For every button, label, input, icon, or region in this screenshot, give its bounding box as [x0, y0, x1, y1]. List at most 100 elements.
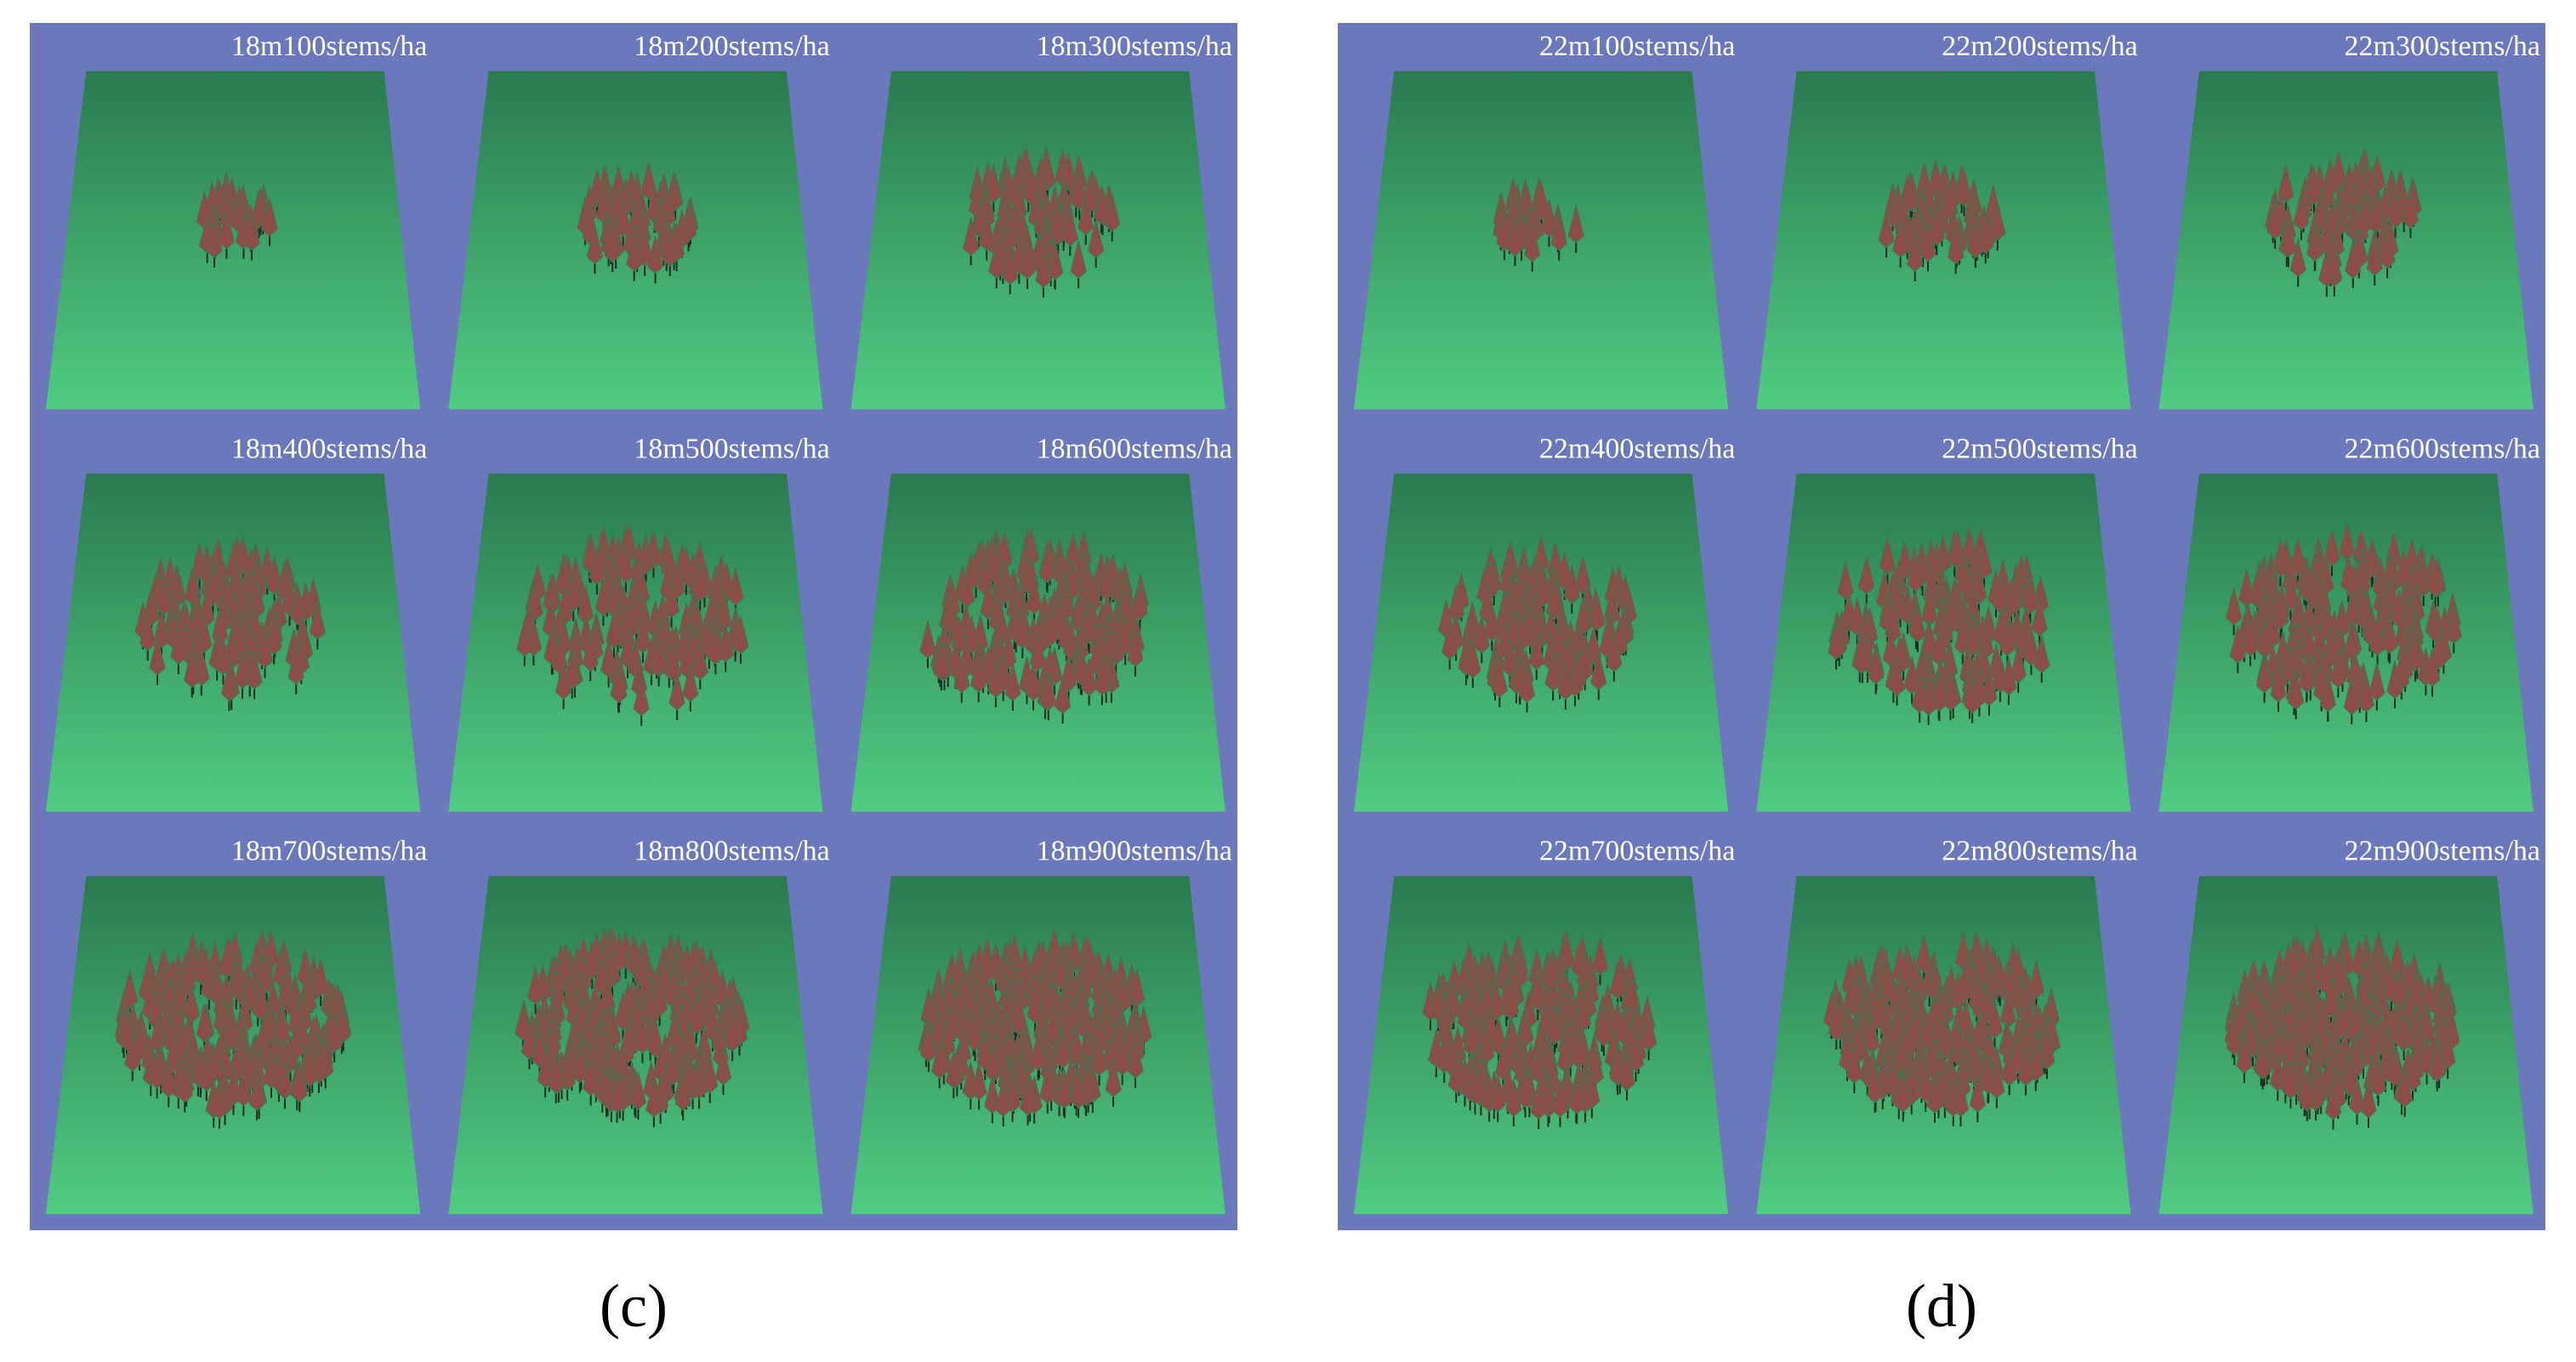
- tree-crown: [204, 568, 221, 606]
- tree-crown: [526, 966, 544, 1005]
- tree-crown: [183, 985, 201, 1024]
- tree-crown: [1127, 1040, 1144, 1079]
- tree-crown: [1955, 168, 1973, 207]
- tree-crown: [1591, 937, 1609, 976]
- tree-crown: [2357, 674, 2375, 713]
- tree-crown: [1964, 675, 1981, 714]
- tree-crown: [1070, 1070, 1087, 1109]
- tree-crown: [196, 1003, 213, 1042]
- tree-crown: [985, 164, 1002, 203]
- tree-crown: [214, 637, 232, 676]
- tile-label: 22m100stems/ha: [1539, 31, 1735, 62]
- tree-crown: [984, 1075, 1001, 1115]
- tree-crown: [1557, 661, 1574, 701]
- tree-crown: [250, 190, 267, 229]
- tree-crown: [2282, 1060, 2300, 1099]
- tree-crown: [1047, 241, 1064, 281]
- tree-crown: [2407, 633, 2424, 672]
- tree-crown: [2270, 664, 2287, 703]
- tile: 22m500stems/ha: [1756, 433, 2138, 812]
- tile: 18m100stems/ha: [45, 31, 427, 410]
- tree-crown: [1004, 662, 1021, 701]
- tree-crown: [640, 162, 657, 201]
- tile-label: 22m400stems/ha: [1539, 433, 1735, 464]
- tree-crown: [139, 612, 156, 651]
- tile: 22m300stems/ha: [2158, 31, 2540, 410]
- tree-crown: [1878, 209, 1895, 248]
- tree-crown: [962, 218, 980, 256]
- tree-crown: [1888, 657, 1906, 696]
- tree-crown: [1088, 219, 1105, 258]
- tree-crown: [554, 661, 572, 700]
- tree-crown: [2226, 1017, 2243, 1056]
- tile: 22m900stems/ha: [2158, 836, 2540, 1215]
- tree-crown: [276, 1061, 293, 1100]
- tree-crown: [1828, 621, 1845, 661]
- tree-crown: [1919, 677, 1937, 716]
- tree-crown: [1029, 1032, 1047, 1071]
- tree-crown: [1487, 982, 1505, 1021]
- tree-crown: [691, 641, 708, 680]
- tree-crown: [2306, 166, 2323, 205]
- tree-crown: [2255, 1041, 2272, 1081]
- tree-crown: [1011, 997, 1028, 1036]
- tree-crown: [2319, 673, 2336, 712]
- tile: 18m400stems/ha: [45, 433, 427, 812]
- tree-crown: [1131, 582, 1148, 621]
- tree-crown: [2010, 644, 2027, 684]
- tree-crown: [919, 620, 936, 659]
- tree-crown: [1025, 662, 1042, 701]
- tree-crown: [1926, 1075, 1943, 1114]
- tree-crown: [1080, 657, 1098, 696]
- tree-crown: [1516, 1070, 1534, 1109]
- tree-cluster: [134, 536, 327, 712]
- tree-crown: [1589, 593, 1606, 632]
- tree-crown: [1967, 219, 1984, 258]
- tree-crown: [206, 219, 223, 258]
- tree-crown: [2031, 598, 2048, 637]
- tree-crown: [124, 1033, 141, 1072]
- tree-crown: [2323, 528, 2340, 567]
- tree-crown: [1858, 556, 1875, 595]
- tree-crown: [1070, 241, 1087, 280]
- tree-crown: [1568, 1075, 1585, 1115]
- tree-crown: [2033, 634, 2050, 673]
- ground-plane: [1756, 71, 2131, 410]
- tree-cluster: [918, 928, 1152, 1126]
- tree-crown: [148, 1050, 166, 1089]
- tree-crown: [668, 672, 685, 711]
- tree-crown: [2323, 979, 2340, 1018]
- tree-crown: [2329, 650, 2347, 689]
- tree-crown: [727, 567, 744, 606]
- panel-caption: (c): [600, 1272, 668, 1340]
- tree-crown: [1029, 633, 1047, 672]
- tree-crown: [1618, 1053, 1635, 1092]
- tree-crown: [2368, 617, 2386, 656]
- tree-cluster: [516, 525, 749, 726]
- tile-label: 22m500stems/ha: [1942, 433, 2137, 464]
- tree-crown: [583, 1058, 600, 1097]
- tree-crown: [548, 1055, 565, 1094]
- tree-crown: [1948, 226, 1965, 265]
- tile: 18m200stems/ha: [448, 31, 830, 410]
- tree-crown: [611, 665, 628, 704]
- tree-crown: [1019, 241, 1036, 280]
- tree-crown: [1040, 672, 1057, 712]
- tree-crown: [2306, 223, 2323, 262]
- tree-crown: [2429, 1043, 2446, 1082]
- tree-crown: [2289, 536, 2306, 576]
- tree-crown: [1590, 652, 1607, 691]
- tree-crown: [2242, 618, 2259, 657]
- tree-crown: [582, 633, 599, 672]
- tree-crown: [1038, 545, 1056, 584]
- tile: 22m200stems/ha: [1756, 31, 2138, 410]
- tree-crown: [1942, 672, 1959, 712]
- tree-crown: [1907, 233, 1924, 272]
- tree-crown: [970, 654, 987, 693]
- tree-crown: [1606, 633, 1623, 672]
- tree-crown: [707, 627, 725, 665]
- tree-crown: [2225, 587, 2243, 626]
- tree-crown: [2396, 1069, 2414, 1108]
- tree-crown: [2272, 591, 2289, 630]
- tree-crown: [1999, 618, 2016, 657]
